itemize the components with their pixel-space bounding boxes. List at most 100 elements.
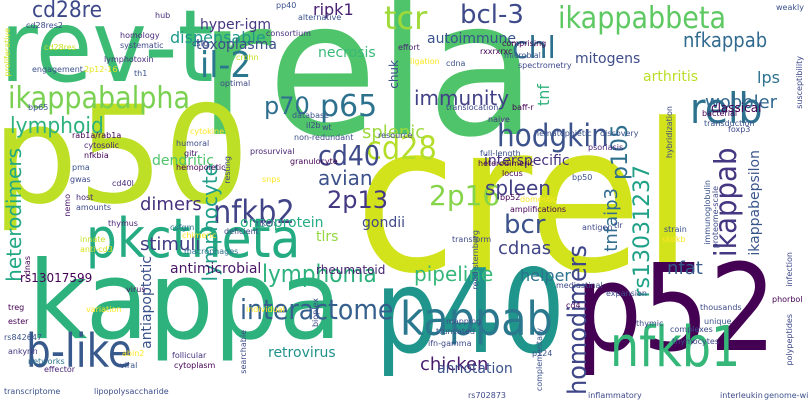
cloud-word: gitr (184, 149, 198, 158)
cloud-word: hybridization (665, 106, 674, 159)
cloud-word: wobbler (705, 92, 778, 113)
cloud-word: spectrometry (518, 61, 572, 70)
cloud-word: riken (256, 219, 276, 228)
cloud-word: mapping (446, 317, 482, 326)
cloud-word: dendritic (152, 153, 214, 169)
cloud-word: nfkbia (84, 151, 109, 160)
cloud-word: bp50 (572, 173, 593, 182)
cloud-word: thousands (700, 303, 742, 312)
cloud-word: snps (262, 175, 281, 184)
cloud-word: amplifications (510, 205, 567, 214)
cloud-word: proliferative (3, 28, 12, 77)
cloud-word: transform (452, 235, 492, 244)
cloud-word: cd4 (566, 301, 581, 310)
cloud-word: phorbol (772, 295, 803, 304)
cloud-word: antigen (582, 223, 613, 232)
cloud-word: kappa (28, 239, 342, 364)
cloud-word: cdna (446, 59, 466, 68)
cloud-word: consortium (266, 29, 311, 38)
cloud-word: ikappabalpha (8, 81, 191, 116)
cloud-word: prosurvival (250, 147, 295, 156)
cloud-word: csfg (192, 39, 209, 48)
cloud-word: ikappabbeta (558, 1, 727, 36)
cloud-word: 2p12-16 (84, 65, 118, 74)
cloud-word: rs842647 (4, 333, 42, 342)
cloud-word: granulocyte (290, 157, 338, 166)
cloud-word: expansion (606, 289, 647, 298)
cloud-word: b-like (26, 324, 132, 378)
cloud-word: dispensable (170, 28, 266, 47)
cloud-word: discovery (600, 129, 639, 138)
cloud-word: transcriptome (4, 387, 61, 396)
cloud-word: full-length (480, 149, 521, 158)
cloud-word: rs13017599 (20, 271, 93, 285)
cloud-word: lipopolysaccharide (94, 387, 169, 396)
cloud-word: effort (398, 43, 420, 52)
cloud-word: retrovirus (268, 345, 336, 361)
cloud-word: variation (86, 305, 122, 314)
cloud-word: infection (785, 252, 794, 287)
cloud-word: thymic (636, 319, 664, 328)
cloud-word: inflammatory (588, 391, 642, 400)
cloud-word: rela (198, 0, 537, 179)
cloud-word: bioplex (311, 298, 320, 328)
cloud-word: strain (664, 225, 687, 234)
cloud-word: necrosis (318, 45, 376, 61)
cloud-word: wt (322, 123, 332, 132)
cloud-word: nfat (667, 258, 703, 279)
cloud-word: follicular (172, 351, 207, 360)
cloud-word: rs702873 (468, 391, 506, 400)
cloud-word: avian (318, 166, 373, 190)
cloud-word: autoimmune (427, 31, 517, 47)
cloud-word: mitogens (575, 51, 641, 67)
cloud-word: innate (80, 235, 106, 244)
cloud-word: cytosolic (84, 141, 120, 150)
cloud-word: hematopoietic (534, 129, 592, 138)
cloud-word: tlr (614, 221, 623, 230)
cloud-word: cd28res2 (26, 21, 63, 30)
cloud-word: dnas (23, 256, 32, 276)
cloud-word: splenic (362, 122, 426, 143)
cloud-word: ripk1 (313, 0, 354, 19)
cloud-word: kappab (400, 292, 553, 346)
cloud-word: 2p16 (429, 179, 501, 212)
cloud-word: searchable (239, 330, 248, 374)
cloud-word: virus (126, 285, 146, 294)
cloud-word: cytoplasm (174, 361, 216, 370)
cloud-word: rxxrxrxc (480, 47, 513, 56)
cloud-word: spleen (485, 176, 551, 200)
cloud-word: viral (120, 361, 138, 370)
cloud-word: cd40l (112, 179, 134, 188)
cloud-word: individual (246, 305, 285, 314)
cloud-word: cd40 (318, 139, 380, 172)
cloud-word: truncated (436, 327, 476, 336)
cloud-word: heterodimers (2, 148, 26, 282)
cloud-word: thymocytes (672, 337, 719, 346)
cloud-word: treg (8, 303, 25, 312)
cloud-word: resting (223, 156, 232, 184)
cloud-word: cd28re (32, 0, 103, 23)
cloud-word: rev-t (0, 0, 214, 105)
cloud-word: nfkb2 (213, 193, 295, 231)
cloud-word: reed-sternberg (471, 230, 480, 290)
cloud-word: 2p13 (327, 186, 389, 214)
cloud-word: ligation (410, 57, 440, 66)
cloud-word: p52 (575, 240, 777, 379)
cloud-word: engagement (32, 65, 83, 74)
cloud-word: chuk (387, 60, 401, 89)
cloud-word: foxp3 (728, 125, 751, 134)
cloud-word: humoral (176, 139, 210, 148)
cloud-word: il2b (306, 121, 321, 130)
cloud-word: nfkb1 (610, 315, 741, 380)
cloud-word: tlrs (316, 229, 339, 245)
cloud-word: ankyrin (8, 347, 38, 356)
cloud-word: deficient (224, 227, 259, 236)
cloud-word: resource (378, 131, 413, 140)
cloud-word: baff-r (512, 103, 534, 112)
cloud-word: complementary (535, 328, 544, 392)
cloud-word: stimuli (140, 234, 201, 255)
cloud-word: tnf (534, 84, 553, 107)
cloud-word: unique (704, 317, 732, 326)
cloud-word: arthritis (643, 69, 699, 85)
